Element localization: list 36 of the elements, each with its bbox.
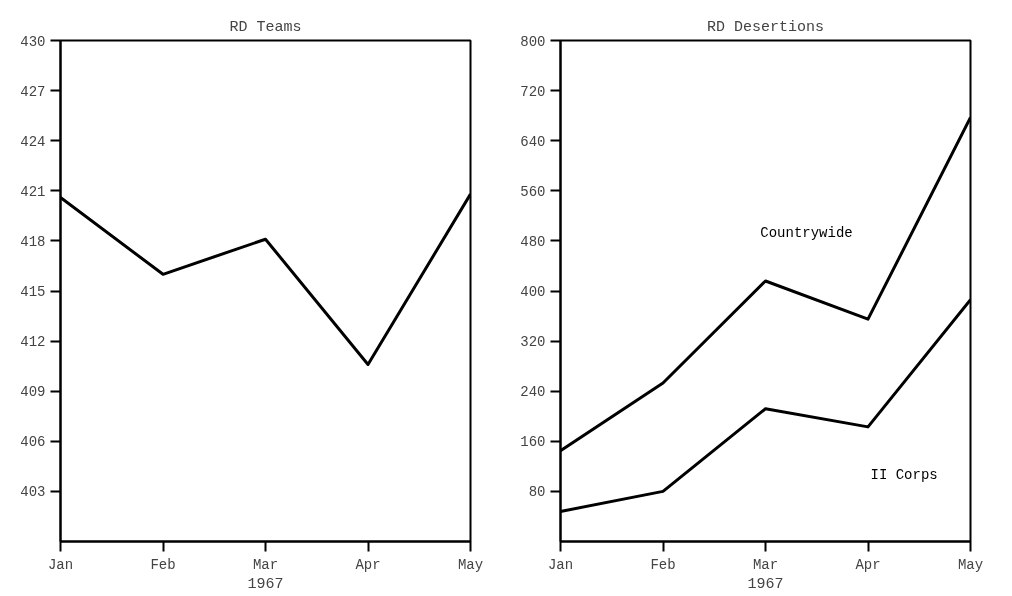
text: Countrywide (760, 224, 853, 241)
y-tick-label: 160 (520, 434, 546, 451)
y-tick-label: 406 (20, 434, 46, 451)
y-tick-label: 424 (20, 133, 46, 150)
y-tick-label: 421 (20, 183, 46, 200)
y-tick-label: 480 (520, 233, 546, 250)
x-tick-label: May (957, 556, 984, 573)
x-tick-label: Feb (150, 556, 176, 573)
x-tick-label: Mar (752, 556, 779, 573)
y-tick-label: 80 (528, 484, 546, 501)
x-tick-label: May (457, 556, 484, 573)
x-tick-label: Feb (650, 556, 676, 573)
x-axis-title: 1967 (747, 575, 784, 593)
y-tick-label: 409 (20, 384, 46, 401)
y-tick-label: 427 (20, 83, 46, 100)
y-tick-label: 418 (20, 233, 46, 250)
x-tick-label: Mar (252, 556, 279, 573)
chart-title: RD Desertions (706, 18, 825, 36)
y-tick-label: 800 (520, 33, 546, 50)
x-tick-label: Jan (547, 556, 574, 573)
y-tick-label: 720 (520, 83, 546, 100)
x-axis-title: 1967 (247, 575, 284, 593)
x-tick-label: Apr (855, 556, 881, 573)
text: II Corps (870, 466, 938, 483)
y-tick-label: 640 (520, 133, 546, 150)
x-tick-label: Jan (47, 556, 74, 573)
y-tick-label: 403 (20, 484, 46, 501)
y-tick-label: 240 (520, 384, 546, 401)
y-tick-label: 320 (520, 334, 546, 351)
y-tick-label: 560 (520, 183, 546, 200)
y-tick-label: 400 (520, 284, 546, 300)
y-tick-label: 415 (20, 284, 46, 300)
y-tick-label: 430 (20, 33, 46, 50)
chart-title: RD Teams (229, 18, 302, 36)
x-tick-label: Apr (355, 556, 381, 573)
y-tick-label: 412 (20, 334, 46, 351)
